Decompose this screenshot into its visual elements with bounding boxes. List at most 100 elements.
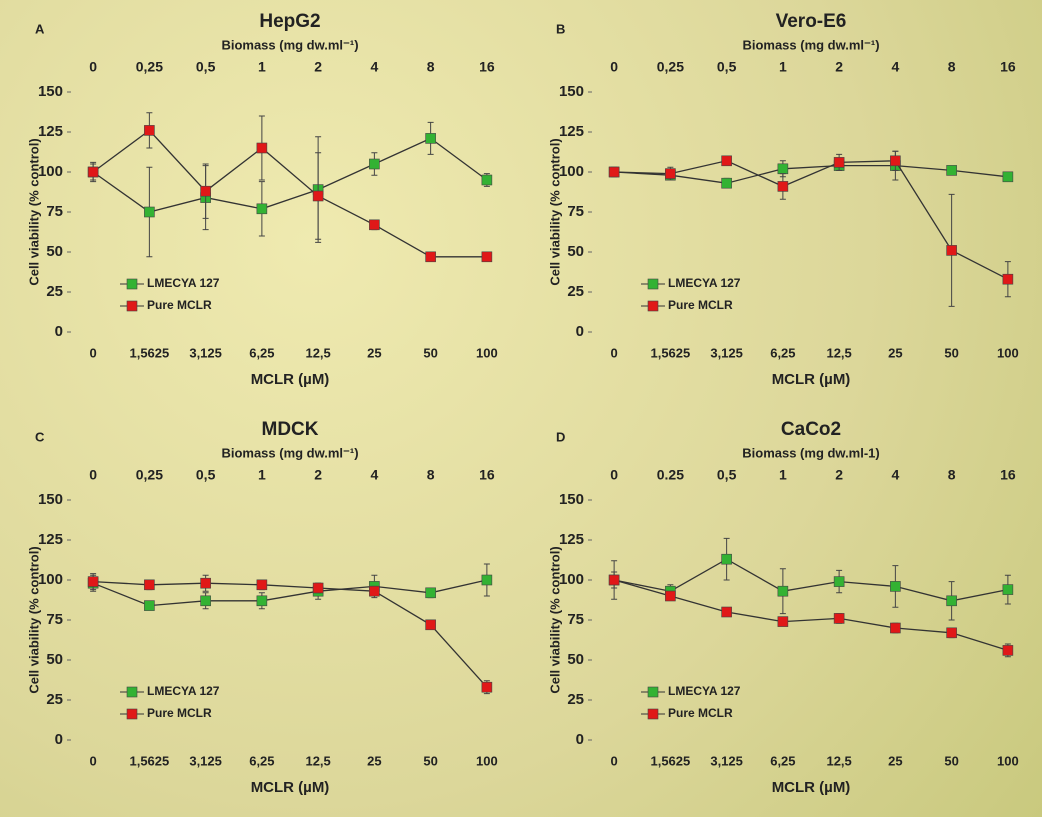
top-tick-label: 0,5 xyxy=(196,467,216,483)
series-line xyxy=(93,130,487,256)
point xyxy=(609,167,619,177)
y-tick-label: 25 xyxy=(46,691,63,708)
y-tick-label: 25 xyxy=(567,283,584,300)
top-tick-label: 0,25 xyxy=(136,59,163,75)
top-axis-label: Biomass (mg dw.ml⁻¹) xyxy=(221,445,358,460)
point xyxy=(609,575,619,585)
point xyxy=(482,175,492,185)
top-tick-label: 0 xyxy=(610,59,618,75)
top-tick-label: 4 xyxy=(370,59,378,75)
legend-label: LMECYA 127 xyxy=(147,276,220,290)
point xyxy=(482,682,492,692)
top-tick-label: 16 xyxy=(1000,59,1016,75)
y-tick-label: 0 xyxy=(55,731,63,748)
y-tick-label: 150 xyxy=(559,491,584,508)
top-tick-label: 0,5 xyxy=(717,59,737,75)
point xyxy=(778,586,788,596)
point xyxy=(257,143,267,153)
panel-label: C xyxy=(35,429,45,444)
y-tick-label: 125 xyxy=(38,123,63,140)
legend-swatch xyxy=(127,279,137,289)
x-tick-label: 100 xyxy=(997,345,1019,360)
y-tick-label: 75 xyxy=(567,203,584,220)
chart-title: HepG2 xyxy=(259,11,320,32)
y-tick-label: 150 xyxy=(559,83,584,100)
x-axis-label: MCLR (µM) xyxy=(772,371,851,388)
point xyxy=(257,596,267,606)
point xyxy=(834,613,844,623)
legend-swatch xyxy=(648,687,658,697)
x-tick-label: 6,25 xyxy=(249,753,274,768)
point xyxy=(722,178,732,188)
point xyxy=(482,252,492,262)
top-tick-label: 8 xyxy=(427,467,435,483)
y-tick-label: 100 xyxy=(559,163,584,180)
point xyxy=(257,204,267,214)
point xyxy=(722,554,732,564)
point xyxy=(426,133,436,143)
point xyxy=(1003,645,1013,655)
top-tick-label: 1 xyxy=(258,467,266,483)
y-tick-label: 150 xyxy=(38,83,63,100)
x-tick-label: 100 xyxy=(476,753,498,768)
top-tick-label: 0.25 xyxy=(657,467,684,483)
y-tick-label: 0 xyxy=(576,323,584,340)
top-tick-label: 4 xyxy=(891,467,899,483)
point xyxy=(201,596,211,606)
top-axis-label: Biomass (mg dw.ml-1) xyxy=(742,445,879,460)
panel: CMDCKBiomass (mg dw.ml⁻¹)MCLR (µM)Cell v… xyxy=(26,419,497,796)
x-tick-label: 50 xyxy=(423,345,437,360)
x-tick-label: 12,5 xyxy=(305,753,330,768)
point xyxy=(778,617,788,627)
point xyxy=(88,167,98,177)
y-tick-label: 50 xyxy=(46,651,63,668)
legend-label: LMECYA 127 xyxy=(668,684,741,698)
top-tick-label: 2 xyxy=(314,59,322,75)
panel-label: B xyxy=(556,21,565,36)
y-tick-label: 125 xyxy=(38,531,63,548)
point xyxy=(947,628,957,638)
top-tick-label: 0 xyxy=(89,467,97,483)
x-tick-label: 0 xyxy=(611,753,618,768)
chart-title: MDCK xyxy=(262,419,319,440)
top-tick-label: 1 xyxy=(258,59,266,75)
x-tick-label: 1,5625 xyxy=(129,345,169,360)
legend-swatch xyxy=(648,301,658,311)
top-tick-label: 1 xyxy=(779,59,787,75)
x-tick-label: 12,5 xyxy=(305,345,330,360)
point xyxy=(144,207,154,217)
y-tick-label: 50 xyxy=(567,243,584,260)
point xyxy=(778,164,788,174)
y-tick-label: 100 xyxy=(38,163,63,180)
x-tick-label: 0 xyxy=(90,345,97,360)
top-tick-label: 0,5 xyxy=(196,59,216,75)
x-tick-label: 12,5 xyxy=(826,345,851,360)
point xyxy=(369,586,379,596)
top-tick-label: 0 xyxy=(610,467,618,483)
y-tick-label: 150 xyxy=(38,491,63,508)
top-tick-label: 4 xyxy=(370,467,378,483)
legend-label: Pure MCLR xyxy=(668,706,733,720)
top-tick-label: 2 xyxy=(835,59,843,75)
legend-swatch xyxy=(127,709,137,719)
top-tick-label: 2 xyxy=(314,467,322,483)
x-tick-label: 12,5 xyxy=(826,753,851,768)
x-tick-label: 50 xyxy=(423,753,437,768)
top-tick-label: 16 xyxy=(479,467,495,483)
chart-title: CaCo2 xyxy=(781,419,841,440)
x-tick-label: 3,125 xyxy=(710,345,743,360)
legend-swatch xyxy=(127,301,137,311)
x-tick-label: 6,25 xyxy=(770,753,795,768)
top-tick-label: 0,25 xyxy=(136,467,163,483)
point xyxy=(890,156,900,166)
point xyxy=(778,181,788,191)
point xyxy=(426,620,436,630)
y-tick-label: 75 xyxy=(567,611,584,628)
point xyxy=(834,577,844,587)
x-tick-label: 50 xyxy=(944,753,958,768)
point xyxy=(722,156,732,166)
point xyxy=(426,252,436,262)
point xyxy=(947,245,957,255)
